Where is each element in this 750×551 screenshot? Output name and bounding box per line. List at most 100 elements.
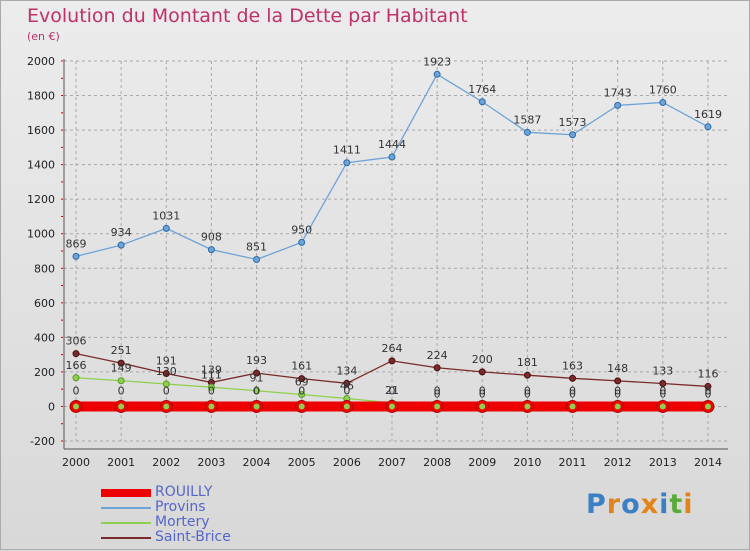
data-label-rouilly: 0	[388, 384, 395, 397]
data-label-rouilly: 0	[524, 384, 531, 397]
data-point-mortery	[72, 374, 80, 382]
data-point-rouilly-inner	[163, 403, 170, 410]
data-point-mortery	[253, 387, 261, 395]
data-point-provins	[207, 246, 215, 254]
y-tick-label: 1000	[27, 228, 55, 241]
data-label-saint-brice: 193	[246, 354, 267, 367]
data-point-rouilly-inner	[253, 403, 260, 410]
data-label-mortery: 21	[385, 384, 399, 397]
data-point-provins	[117, 241, 125, 249]
y-tick-label: 800	[34, 262, 55, 275]
data-point-rouilly-inner	[208, 403, 215, 410]
data-point-provins	[388, 153, 396, 161]
data-label-saint-brice: 264	[381, 342, 402, 355]
data-label-rouilly: 0	[434, 384, 441, 397]
data-label-rouilly: 0	[73, 384, 80, 397]
data-point-rouilly-inner	[434, 403, 441, 410]
data-label-provins: 950	[291, 223, 312, 236]
data-label-provins: 1587	[513, 113, 541, 126]
y-tick-label: 1800	[27, 90, 55, 103]
data-label-mortery: 166	[66, 359, 87, 372]
x-tick-label: 2010	[513, 456, 541, 469]
data-label-provins: 851	[246, 240, 267, 253]
logo-letter: i	[683, 489, 694, 520]
data-label-provins: 869	[66, 237, 87, 250]
data-point-rouilly-inner	[569, 403, 576, 410]
data-label-saint-brice: 224	[427, 349, 448, 362]
chart-title: Evolution du Montant de la Dette par Hab…	[27, 5, 468, 27]
data-point-mortery	[117, 377, 125, 385]
data-label-rouilly: 0	[479, 384, 486, 397]
data-point-rouilly-inner	[614, 403, 621, 410]
data-label-mortery: 149	[111, 362, 132, 375]
y-tick-label: 1400	[27, 159, 55, 172]
data-point-provins	[614, 101, 622, 109]
data-point-provins	[433, 70, 441, 78]
data-point-provins	[162, 224, 170, 232]
data-point-saint-brice	[388, 357, 396, 365]
x-tick-label: 2004	[243, 456, 271, 469]
data-point-saint-brice	[72, 350, 80, 358]
data-label-provins: 934	[111, 226, 132, 239]
data-point-provins	[659, 98, 667, 106]
x-tick-label: 2008	[423, 456, 451, 469]
data-point-saint-brice	[569, 374, 577, 382]
data-label-mortery: 0	[614, 387, 621, 400]
x-tick-label: 2005	[288, 456, 316, 469]
data-point-provins	[478, 98, 486, 106]
logo-letter: i	[659, 489, 670, 520]
data-point-provins	[253, 255, 261, 263]
chart-subtitle: (en €)	[27, 30, 60, 43]
legend-swatch	[101, 522, 151, 524]
data-point-saint-brice	[433, 364, 441, 372]
data-point-provins	[523, 128, 531, 136]
data-label-provins: 1411	[333, 144, 361, 157]
data-label-rouilly: 0	[343, 384, 350, 397]
data-point-rouilly-inner	[298, 403, 305, 410]
data-point-saint-brice	[162, 369, 170, 377]
data-label-rouilly: 0	[118, 384, 125, 397]
data-label-mortery: 0	[434, 387, 441, 400]
data-label-mortery: 0	[524, 387, 531, 400]
legend-label: ROUILLY	[155, 484, 213, 500]
data-point-saint-brice	[343, 379, 351, 387]
logo-letter: x	[640, 489, 660, 520]
data-label-saint-brice: 191	[156, 354, 177, 367]
data-point-saint-brice	[253, 369, 261, 377]
data-point-provins	[569, 131, 577, 139]
data-label-saint-brice: 139	[201, 363, 222, 376]
data-label-provins: 1619	[694, 108, 722, 121]
legend-label: Mortery	[155, 514, 210, 530]
data-label-mortery: 91	[250, 372, 264, 385]
data-label-provins: 908	[201, 231, 222, 244]
y-tick-label: 200	[34, 366, 55, 379]
data-label-rouilly: 0	[208, 384, 215, 397]
data-point-saint-brice	[117, 359, 125, 367]
legend-label: Provins	[155, 499, 206, 515]
data-point-provins	[704, 123, 712, 131]
x-tick-label: 2007	[378, 456, 406, 469]
data-label-rouilly: 0	[163, 384, 170, 397]
data-label-provins: 1031	[152, 209, 180, 222]
y-tick-label: 2000	[27, 55, 55, 68]
x-tick-label: 2001	[107, 456, 135, 469]
data-label-provins: 1743	[604, 86, 632, 99]
data-point-mortery	[298, 391, 306, 399]
data-point-saint-brice	[298, 375, 306, 383]
x-tick-label: 2009	[468, 456, 496, 469]
data-label-saint-brice: 148	[607, 362, 628, 375]
data-point-saint-brice	[614, 377, 622, 385]
data-label-provins: 1760	[649, 83, 677, 96]
y-tick-label: 1600	[27, 124, 55, 137]
data-label-saint-brice: 306	[66, 335, 87, 348]
data-point-mortery	[162, 380, 170, 388]
data-point-rouilly-inner	[659, 403, 666, 410]
data-point-provins	[343, 159, 351, 167]
x-tick-label: 2013	[649, 456, 677, 469]
x-tick-label: 2003	[197, 456, 225, 469]
legend-swatch	[101, 537, 151, 539]
data-label-provins: 1444	[378, 138, 406, 151]
data-label-saint-brice: 133	[652, 364, 673, 377]
data-label-provins: 1923	[423, 55, 451, 68]
